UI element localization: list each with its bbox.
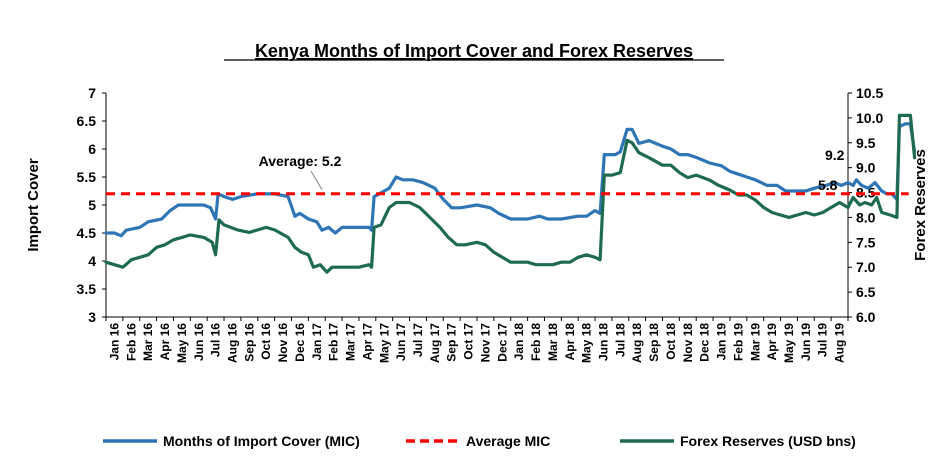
x-tick-label: Jun 16 [192, 323, 206, 361]
x-tick-label: Sep 18 [647, 323, 661, 362]
x-tick-label: Jul 18 [613, 323, 627, 357]
x-tick-label: Aug 18 [630, 323, 644, 363]
y-right-tick-label: 10.5 [856, 85, 883, 101]
x-tick-label: Jun 17 [394, 323, 408, 361]
y-right-tick-label: 8.0 [856, 209, 876, 225]
y-right-tick-label: 8.5 [856, 185, 876, 201]
x-tick-label: Oct 17 [462, 323, 476, 360]
x-tick-label: May 17 [377, 323, 391, 363]
y-right-tick-label: 9.5 [856, 135, 876, 151]
x-tick-label: Mar 19 [748, 323, 762, 361]
y-left-tick-label: 5 [88, 197, 96, 213]
x-tick-label: Nov 16 [276, 323, 290, 363]
x-tick-label: Mar 17 [344, 323, 358, 361]
y-right-tick-label: 7.0 [856, 259, 876, 275]
x-tick-label: Feb 16 [124, 323, 138, 361]
y-left-tick-label: 4 [88, 253, 96, 269]
x-tick-label: Jul 16 [209, 323, 223, 357]
x-tick-label: Feb 19 [731, 323, 745, 361]
y-right-tick-label: 7.5 [856, 234, 876, 250]
x-tick-label: Jan 19 [715, 323, 729, 361]
y-left-tick-label: 3 [88, 309, 96, 325]
legend-label: Forex Reserves (USD bns) [680, 433, 856, 449]
x-tick-label: Dec 17 [495, 323, 509, 362]
x-tick-label: Feb 18 [529, 323, 543, 361]
x-tick-label: May 16 [175, 323, 189, 363]
x-tick-label: Oct 18 [664, 323, 678, 360]
y-left-tick-label: 7 [88, 85, 96, 101]
x-tick-label: Apr 19 [765, 323, 779, 361]
x-tick-label: Jun 19 [799, 323, 813, 361]
legend-label: Average MIC [466, 433, 550, 449]
x-tick-label: Feb 17 [327, 323, 341, 361]
y-left-tick-label: 6 [88, 141, 96, 157]
x-tick-label: Apr 17 [360, 323, 374, 361]
x-tick-label: Jul 17 [411, 323, 425, 357]
y-left-tick-label: 6.5 [77, 113, 97, 129]
y-left-tick-label: 4.5 [77, 225, 97, 241]
x-tick-label: Oct 16 [259, 323, 273, 360]
x-tick-label: Apr 16 [158, 323, 172, 361]
x-tick-label: Dec 16 [293, 323, 307, 362]
x-tick-label: May 18 [580, 323, 594, 363]
y-axis-left-title: Import Cover [25, 158, 42, 252]
x-tick-label: Dec 18 [698, 323, 712, 362]
legend: Months of Import Cover (MIC) Average MIC F… [103, 433, 856, 449]
axes: 3 3.5 4 4.5 5 5.5 6 6.5 7 6.0 6.5 7.0 7.5 8.0 8.5 9.0 9.… [77, 85, 884, 363]
chart-title: Kenya Months of Import Cover and Forex R… [255, 41, 693, 61]
x-tick-label: Jan 17 [310, 323, 324, 361]
x-tick-label: Mar 18 [546, 323, 560, 361]
x-tick-label: Aug 19 [833, 323, 847, 363]
x-tick-label: Jan 16 [107, 323, 121, 361]
x-tick-label: Aug 17 [428, 323, 442, 363]
x-tick-label: Jul 19 [816, 323, 830, 357]
x-tick-label: Mar 16 [141, 323, 155, 361]
x-tick-label: Jan 18 [512, 323, 526, 361]
x-tick-label: Sep 16 [242, 323, 256, 362]
y-left-tick-label: 5.5 [77, 169, 97, 185]
x-tick-label: Sep 17 [445, 323, 459, 362]
y-axis-right-title: Forex Reserves [912, 149, 929, 261]
y-right-tick-label: 10.0 [856, 110, 883, 126]
x-tick-label: May 19 [782, 323, 796, 363]
y-right-tick-label: 6.5 [856, 284, 876, 300]
y-right-tick-label: 9.0 [856, 160, 876, 176]
forex-series-line [104, 113, 917, 274]
mic-last-value-label: 5.8 [818, 177, 838, 193]
forex-last-value-label: 9.2 [825, 147, 845, 163]
y-left-tick-label: 3.5 [77, 281, 97, 297]
mic-series-line [104, 122, 917, 238]
x-tick-label: Jun 18 [596, 323, 610, 361]
x-tick-label: Aug 16 [225, 323, 239, 363]
legend-label: Months of Import Cover (MIC) [163, 433, 360, 449]
x-tick-label: Nov 17 [478, 323, 492, 363]
average-annotation-leader [310, 170, 323, 191]
x-tick-label: Nov 18 [681, 323, 695, 363]
plot-area [104, 113, 917, 274]
annotations: Average: 5.2 9.2 5.8 [259, 147, 845, 193]
y-right-tick-label: 6.0 [856, 309, 876, 325]
x-tick-label: Apr 18 [563, 323, 577, 361]
average-annotation: Average: 5.2 [259, 153, 342, 169]
